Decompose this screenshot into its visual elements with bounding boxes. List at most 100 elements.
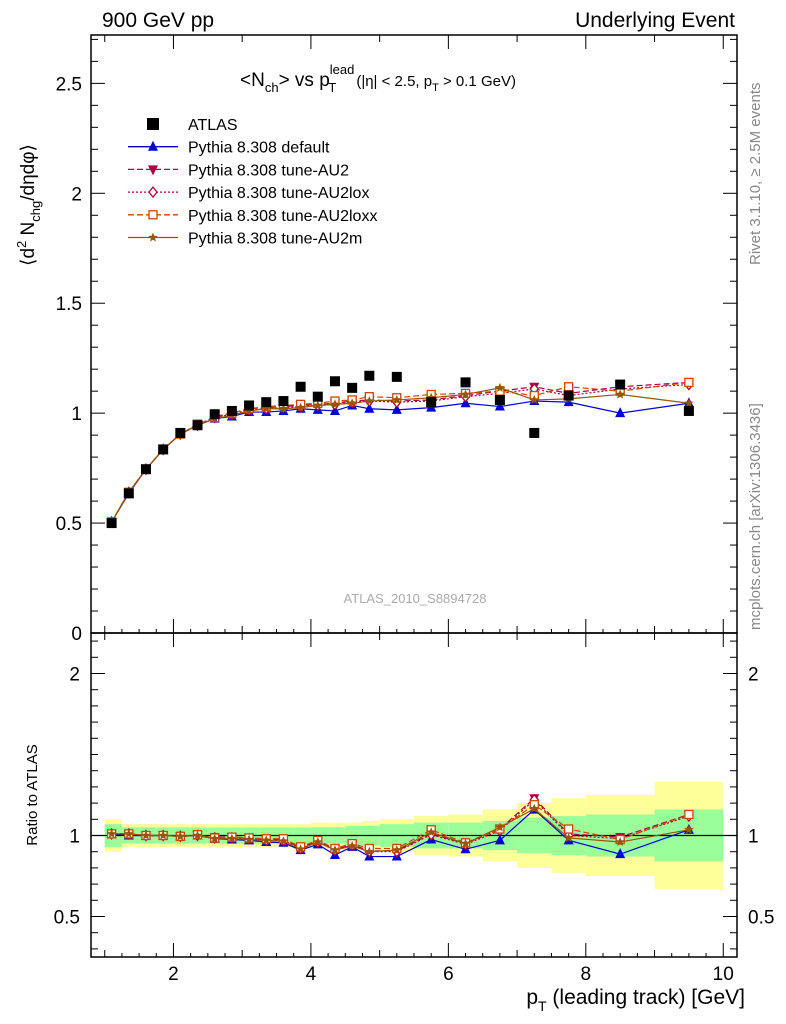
main-series-line (111, 383, 689, 523)
legend-marker (148, 210, 158, 220)
main-series-point (391, 371, 402, 382)
main-series-point (330, 399, 340, 409)
main-series-point (529, 427, 540, 438)
main-series-point (329, 376, 340, 387)
legend-label: Pythia 8.308 tune-AU2m (188, 231, 362, 248)
legend-label: Pythia 8.308 tune-AU2 (188, 162, 349, 179)
legend-marker (148, 232, 158, 242)
title-sub-t: T (328, 80, 336, 95)
main-series-point (563, 390, 574, 401)
main-series-point (460, 377, 471, 388)
ratio-series-point (495, 822, 505, 832)
main-series-point (192, 420, 203, 431)
ylabel-c: /dηdφ⟩ (18, 144, 39, 201)
ratio-y-tick-label-right: 1 (748, 827, 759, 848)
mcplots-label: mcplots.cern.ch [arXiv:1306.3436] (747, 403, 764, 630)
ratio-series-point (141, 830, 151, 840)
title-sup-lead: lead (330, 62, 355, 77)
legend-marker (148, 140, 158, 151)
main-series-point (295, 402, 306, 412)
legend-label: Pythia 8.308 tune-AU2lox (188, 185, 369, 202)
rivet-version-label: Rivet 3.1.10, ≥ 2.5M events (747, 83, 764, 266)
legend-marker (147, 118, 159, 130)
main-series-point (684, 398, 694, 408)
x-tick-label: 6 (443, 964, 454, 985)
main-series-point (529, 395, 539, 404)
ratio-y-tick-label: 0.5 (54, 908, 80, 929)
main-series-point (684, 377, 694, 388)
ratio-series-point (227, 833, 237, 843)
main-series-point (347, 398, 357, 408)
main-series-point (312, 391, 323, 402)
main-y-tick-label: 1.5 (56, 294, 82, 315)
analysis-watermark: ATLAS_2010_S8894728 (344, 591, 487, 606)
main-series-point (106, 518, 117, 529)
ratio-series-point (175, 831, 186, 841)
legend-marker (148, 186, 158, 199)
main-series-line (111, 387, 689, 523)
main-series-point (392, 395, 402, 404)
title-cond-sub: T (432, 82, 439, 94)
title-mid: > vs p (279, 70, 330, 91)
xlabel-sub: T (538, 998, 547, 1014)
main-y-tick-label: 0 (71, 624, 82, 645)
main-series-point (261, 397, 272, 408)
main-series-point (209, 409, 220, 420)
analysis-label: Underlying Event (575, 9, 735, 32)
main-series-point (140, 464, 151, 475)
legend-label: Pythia 8.308 tune-AU2loxx (188, 208, 377, 225)
ratio-series-point (158, 830, 168, 840)
legend-label: Pythia 8.308 default (188, 140, 330, 157)
ratio-series-point (684, 809, 694, 820)
main-series-point (426, 397, 437, 408)
ratio-series-point (426, 827, 436, 837)
ratio-y-tick-label: 1 (69, 827, 80, 848)
ratio-y-tick-label-right: 0.5 (748, 908, 774, 929)
main-y-axis-label: ⟨d2 Nchg/dηdφ⟩ (14, 144, 43, 266)
ratio-y-tick-label-right: 2 (748, 665, 759, 686)
title-sub-ch: ch (265, 80, 279, 95)
main-series-point (313, 400, 323, 410)
main-y-tick-label: 2 (71, 184, 82, 205)
main-series-point (615, 407, 626, 418)
main-series-point (123, 488, 134, 499)
ratio-series-point (330, 845, 340, 855)
x-tick-label: 8 (581, 964, 592, 985)
x-axis-label: pT (leading track) [GeV] (526, 986, 745, 1014)
plot-title: <Nch> vs plead T (|η| < 2.5, pT > 0.1 GeV) (240, 62, 516, 95)
main-series-point (495, 382, 505, 392)
ratio-series-point (347, 841, 357, 851)
collision-label: 900 GeV pp (102, 9, 214, 32)
ylabel-b: N (18, 222, 39, 241)
main-series-point (364, 402, 375, 413)
ratio-series-point (563, 832, 574, 842)
x-tick-label: 2 (168, 964, 179, 985)
main-series-point (295, 381, 306, 392)
main-series-point (563, 382, 574, 392)
ylabel-sub: chg (28, 201, 43, 222)
xlabel-b: (leading track) [GeV] (547, 986, 745, 1009)
main-series-point (347, 382, 358, 393)
ratio-series-point (295, 844, 306, 854)
legend-marker (148, 165, 158, 176)
ratio-series-point (684, 824, 694, 834)
ratio-series-point (364, 846, 375, 856)
ratio-series-point (615, 848, 626, 859)
ratio-series-point (124, 828, 134, 838)
title-main: <N (240, 70, 265, 91)
ratio-y-tick-label: 2 (69, 665, 80, 686)
ratio-series-point (209, 833, 220, 843)
ylabel-sup: 2 (14, 241, 29, 248)
main-series-point (278, 403, 289, 413)
main-y-tick-label: 2.5 (56, 74, 82, 95)
ylabel-a: ⟨d (18, 248, 39, 266)
title-cond: (|η| < 2.5, p (356, 73, 432, 90)
ratio-series-point (278, 836, 289, 846)
main-series-point (175, 427, 186, 438)
xlabel-a: p (526, 986, 538, 1009)
ratio-series-point (615, 837, 625, 846)
main-series-point (364, 370, 375, 381)
ratio-y-axis-label: Ratio to ATLAS (24, 744, 41, 845)
main-series-point (261, 403, 271, 413)
